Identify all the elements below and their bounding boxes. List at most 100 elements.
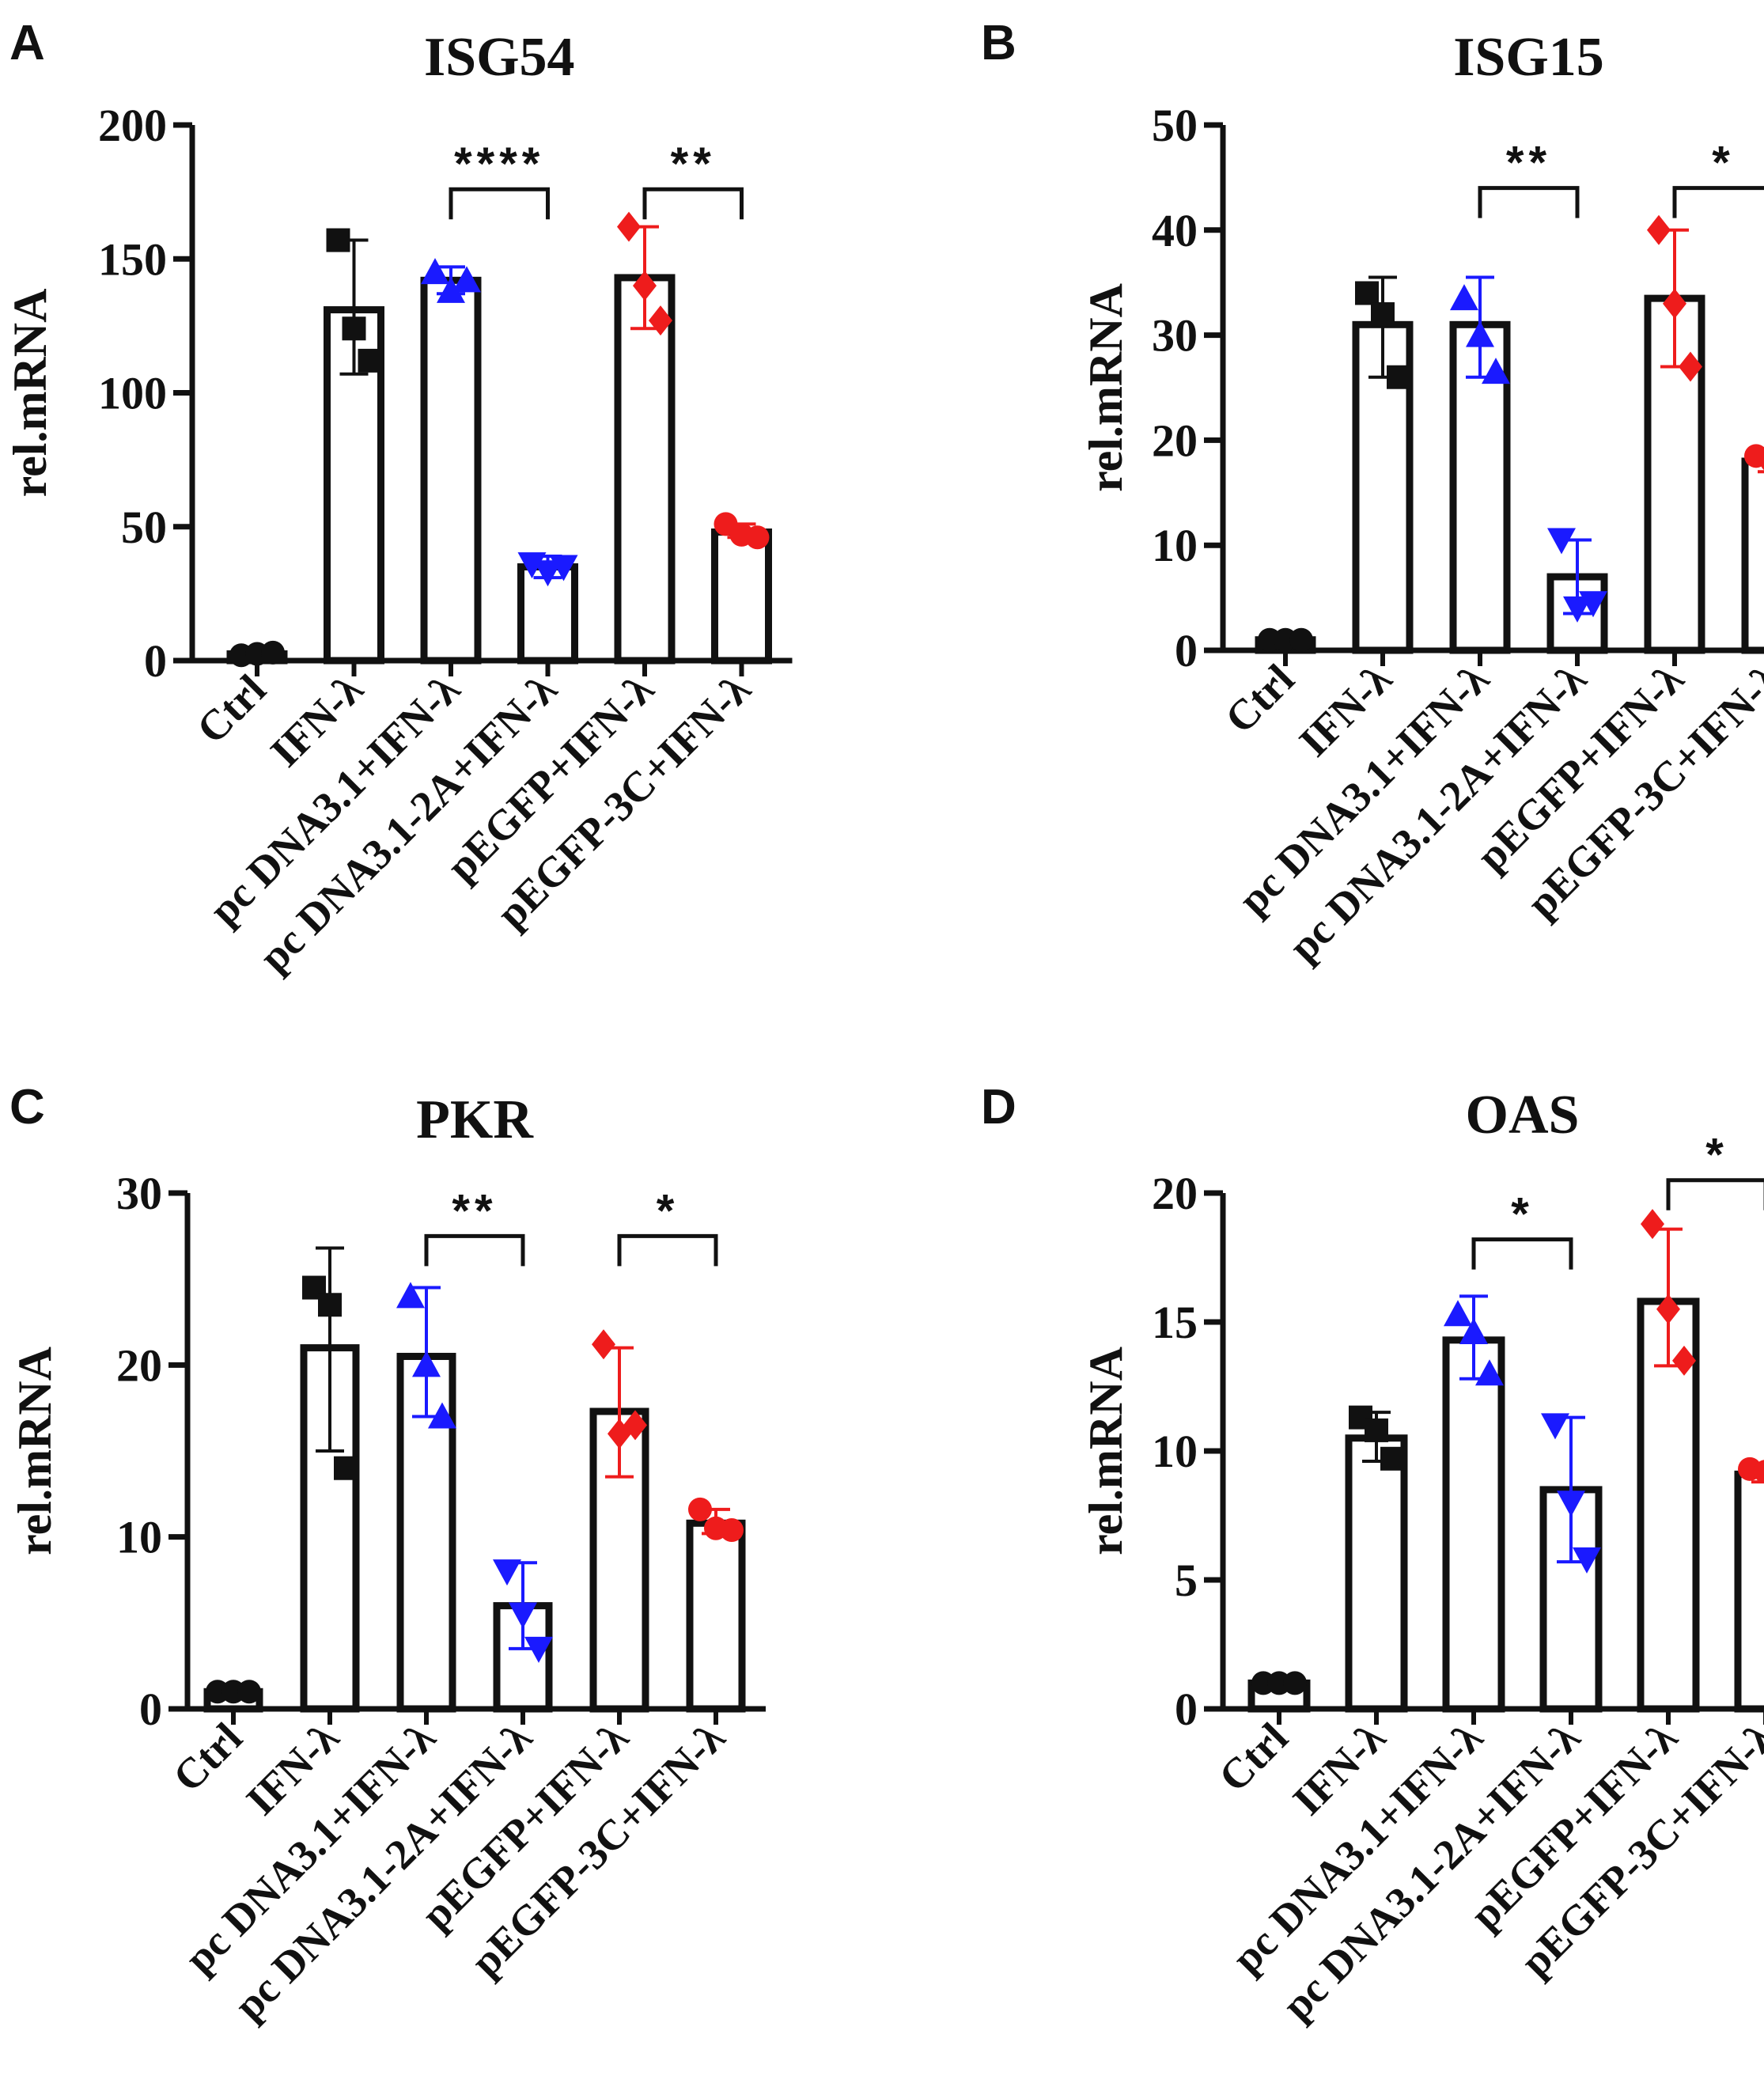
data-point	[1579, 591, 1607, 618]
data-point	[1541, 1413, 1569, 1440]
y-axis-label: rel.mRNA	[1080, 283, 1132, 492]
significance-label: *	[1511, 1189, 1534, 1241]
panel-letter: B	[981, 16, 1016, 70]
data-point	[1380, 1446, 1404, 1471]
significance-label: **	[1506, 138, 1551, 189]
data-point	[720, 1517, 744, 1542]
y-tick-label: 0	[139, 1684, 162, 1735]
bar	[686, 1519, 746, 1713]
data-point	[1744, 444, 1764, 468]
significance-bracket	[1666, 1178, 1764, 1210]
data-point	[1557, 1491, 1585, 1517]
data-point	[1563, 596, 1592, 623]
significance-bracket	[1478, 186, 1580, 218]
data-point	[428, 1402, 456, 1429]
significance-label: *	[657, 1185, 679, 1237]
y-tick-label: 0	[1175, 625, 1198, 676]
y-tick-label: 150	[98, 233, 167, 285]
data-point	[1444, 1300, 1472, 1327]
data-point	[688, 1497, 712, 1521]
chart-title: OAS	[1466, 1085, 1580, 1146]
data-point	[1365, 1418, 1388, 1442]
data-point	[1289, 627, 1313, 652]
y-tick-label: 50	[1152, 100, 1198, 151]
significance-bracket	[424, 1233, 525, 1267]
data-point	[412, 1350, 441, 1377]
y-axis-label: rel.mRNA	[9, 1347, 61, 1555]
data-point	[1283, 1671, 1307, 1695]
data-point	[623, 1410, 647, 1441]
bar	[420, 276, 482, 665]
significance-bracket	[1471, 1237, 1573, 1270]
significance-label: ****	[454, 138, 544, 190]
data-point	[1475, 1359, 1504, 1386]
y-tick-label: 15	[1152, 1297, 1198, 1348]
significance-bracket	[617, 1233, 718, 1267]
data-point	[509, 1602, 537, 1629]
y-tick-label: 40	[1152, 205, 1198, 256]
y-tick-label: 10	[116, 1512, 162, 1563]
significance-label: **	[671, 138, 716, 190]
data-point	[452, 266, 481, 293]
bar	[711, 528, 772, 665]
data-point	[1760, 452, 1764, 471]
bar	[1741, 457, 1764, 654]
data-point	[1459, 1318, 1488, 1345]
data-point	[237, 1680, 261, 1704]
y-axis-label: rel.mRNA	[1080, 1347, 1132, 1555]
significance-bracket	[642, 187, 744, 220]
y-tick-label: 30	[116, 1168, 162, 1219]
data-point	[1482, 358, 1510, 384]
data-point	[1466, 320, 1494, 347]
data-point	[437, 276, 465, 303]
y-tick-label: 20	[1152, 1168, 1198, 1219]
data-point	[1450, 284, 1478, 311]
data-point	[334, 1456, 358, 1480]
y-tick-label: 100	[98, 368, 167, 419]
data-point	[1355, 281, 1379, 305]
significance-bracket	[1672, 186, 1764, 218]
data-point	[524, 1636, 553, 1663]
data-point	[592, 1329, 615, 1360]
data-point	[617, 211, 641, 242]
data-point	[358, 348, 382, 373]
y-tick-label: 20	[116, 1339, 162, 1391]
data-point	[633, 271, 657, 301]
data-point	[549, 555, 578, 581]
bar	[1345, 1434, 1408, 1713]
y-tick-label: 20	[1152, 415, 1198, 466]
data-point	[649, 305, 672, 336]
data-point	[1371, 302, 1395, 327]
data-point	[326, 228, 350, 252]
data-point	[493, 1559, 521, 1586]
data-point	[1679, 351, 1702, 382]
data-point	[342, 316, 366, 341]
data-point	[1387, 365, 1410, 389]
data-point	[421, 258, 449, 285]
chart-title: ISG54	[424, 27, 575, 88]
y-tick-label: 10	[1152, 520, 1198, 571]
bar	[1442, 1336, 1505, 1713]
chart-title: PKR	[416, 1089, 534, 1150]
y-axis-label: rel.mRNA	[4, 289, 56, 498]
y-tick-label: 10	[1152, 1426, 1198, 1477]
significance-bracket	[449, 187, 550, 220]
significance-label: **	[452, 1185, 497, 1237]
data-point	[396, 1282, 425, 1309]
y-tick-label: 0	[1175, 1684, 1198, 1735]
data-point	[1663, 288, 1686, 319]
bar	[614, 274, 676, 665]
data-point	[745, 525, 770, 550]
data-point	[1647, 214, 1671, 245]
chart-title: ISG15	[1453, 27, 1604, 88]
panel-letter: C	[9, 1080, 45, 1135]
significance-label: *	[1712, 138, 1735, 189]
significance-label: *	[1705, 1130, 1728, 1181]
data-point	[1573, 1547, 1601, 1574]
data-point	[517, 552, 547, 579]
data-point	[533, 560, 562, 587]
y-tick-label: 0	[144, 635, 167, 687]
y-tick-label: 30	[1152, 310, 1198, 362]
data-point	[318, 1293, 342, 1317]
